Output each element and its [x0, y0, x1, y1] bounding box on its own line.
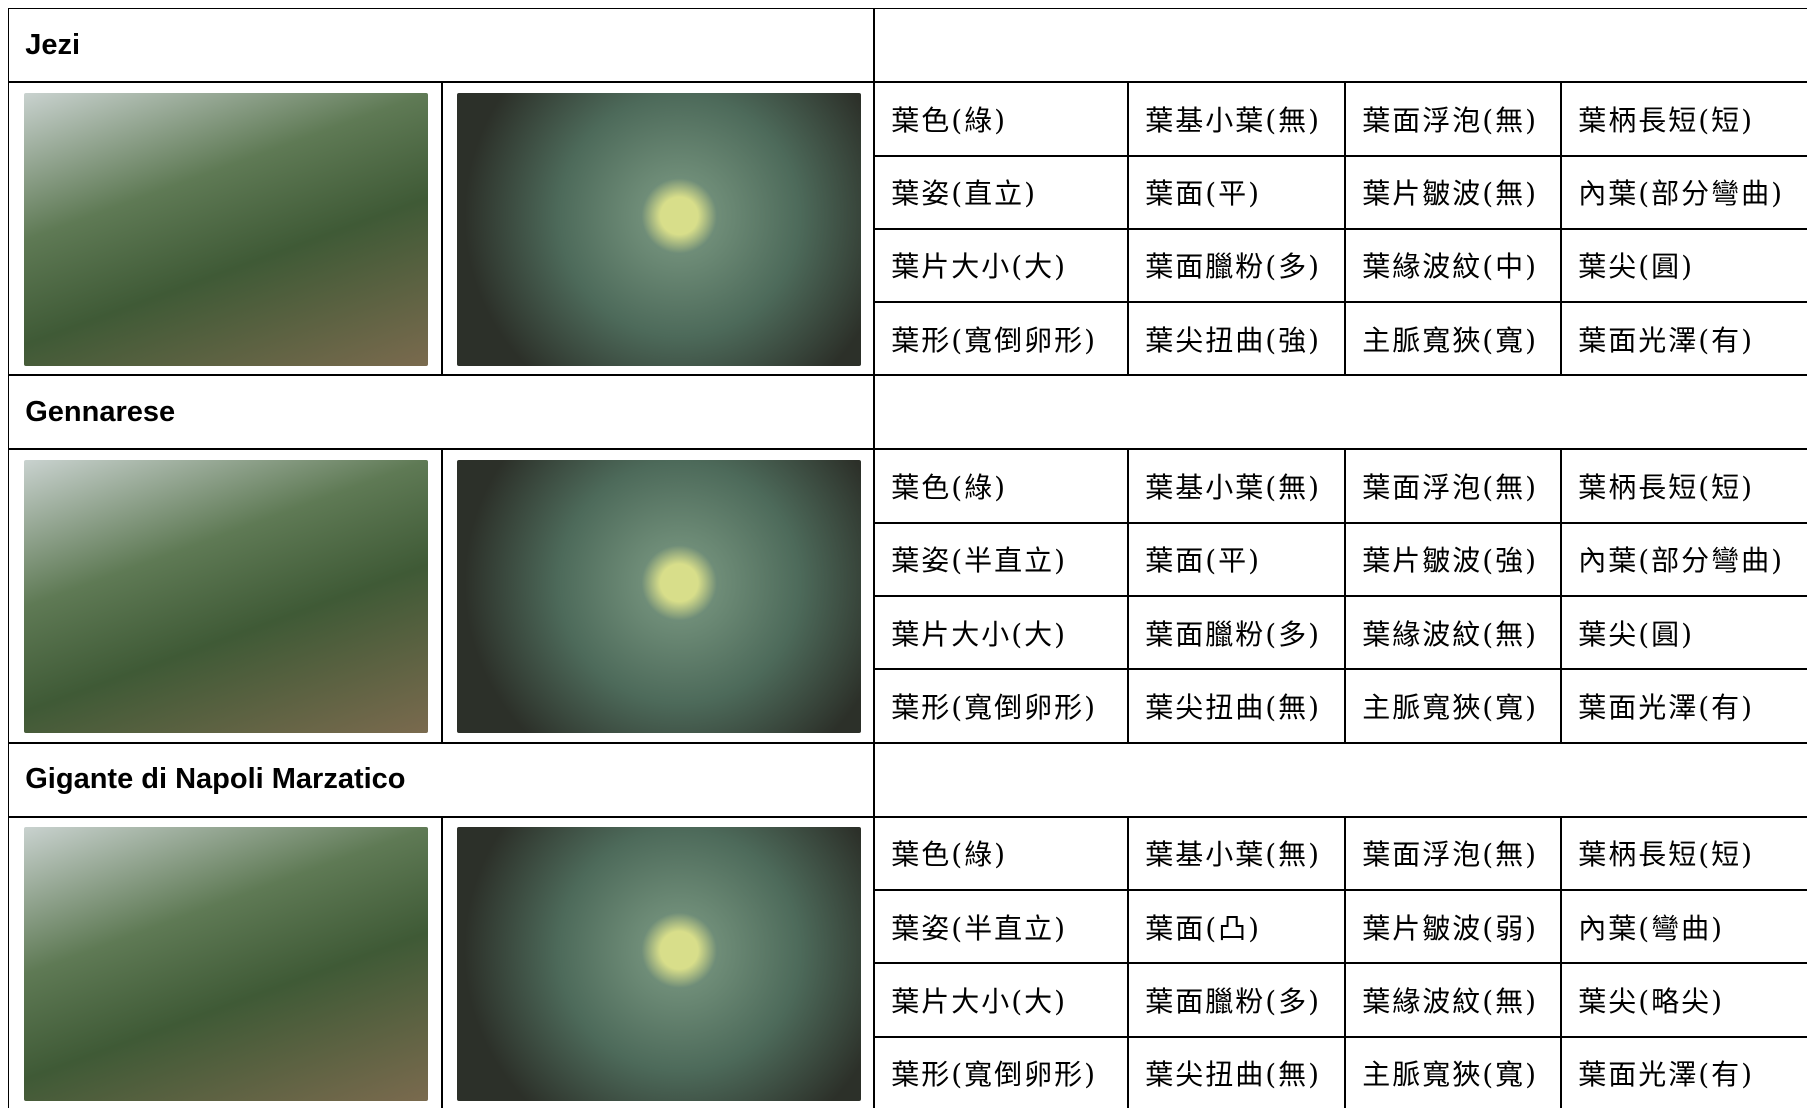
- trait-cell: 葉面光澤(有): [1561, 1036, 1807, 1108]
- trait-cell: 葉尖(略尖): [1561, 963, 1807, 1037]
- variety-name: Gigante di Napoli Marzatico: [8, 742, 875, 817]
- trait-cell: 葉面光澤(有): [1561, 669, 1807, 743]
- photo-cell: [442, 82, 875, 376]
- trait-cell: 葉片皺波(弱): [1345, 889, 1562, 964]
- trait-cell: 主脈寬狹(寬): [1345, 669, 1562, 743]
- trait-cell: 葉尖扭曲(強): [1128, 302, 1346, 376]
- trait-cell: 葉片大小(大): [874, 596, 1129, 670]
- trait-cell: 葉面浮泡(無): [1345, 82, 1562, 156]
- trait-cell: 葉面(凸): [1128, 889, 1346, 964]
- photo-cell: [442, 816, 875, 1108]
- trait-cell: 主脈寬狹(寬): [1345, 302, 1562, 376]
- trait-cell: 葉面浮泡(無): [1345, 449, 1562, 523]
- photo-cell: [8, 449, 443, 743]
- trait-cell: 葉緣波紋(中): [1345, 228, 1562, 303]
- trait-cell: 葉片大小(大): [874, 963, 1129, 1037]
- header-blank: [874, 8, 1807, 83]
- trait-cell: 葉緣波紋(無): [1345, 963, 1562, 1037]
- photo: [457, 827, 861, 1101]
- trait-cell: 葉基小葉(無): [1128, 816, 1346, 890]
- trait-cell: 葉姿(直立): [874, 155, 1129, 229]
- trait-cell: 葉色(綠): [874, 449, 1129, 523]
- trait-cell: 內葉(部分彎曲): [1561, 522, 1807, 597]
- trait-cell: 葉色(綠): [874, 82, 1129, 156]
- photo: [24, 460, 428, 734]
- trait-cell: 葉姿(半直立): [874, 889, 1129, 964]
- photo-cell: [8, 82, 443, 376]
- photo-cell: [442, 449, 875, 743]
- trait-cell: 內葉(彎曲): [1561, 889, 1807, 964]
- variety-name: Gennarese: [8, 375, 875, 450]
- trait-cell: 葉形(寬倒卵形): [874, 669, 1129, 743]
- photo-cell: [8, 816, 443, 1108]
- trait-cell: 葉基小葉(無): [1128, 449, 1346, 523]
- header-blank: [874, 375, 1807, 450]
- trait-cell: 葉緣波紋(無): [1345, 596, 1562, 670]
- photo: [457, 460, 861, 734]
- variety-name: Jezi: [8, 8, 875, 83]
- trait-cell: 主脈寬狹(寬): [1345, 1036, 1562, 1108]
- trait-cell: 葉色(綠): [874, 816, 1129, 890]
- trait-cell: 葉面臘粉(多): [1128, 596, 1346, 670]
- trait-cell: 葉姿(半直立): [874, 522, 1129, 597]
- trait-cell: 內葉(部分彎曲): [1561, 155, 1807, 229]
- trait-cell: 葉面光澤(有): [1561, 302, 1807, 376]
- trait-cell: 葉面(平): [1128, 522, 1346, 597]
- trait-cell: 葉面臘粉(多): [1128, 963, 1346, 1037]
- photo: [24, 827, 428, 1101]
- trait-cell: 葉尖(圓): [1561, 596, 1807, 670]
- trait-cell: 葉形(寬倒卵形): [874, 302, 1129, 376]
- trait-cell: 葉柄長短(短): [1561, 449, 1807, 523]
- trait-cell: 葉面浮泡(無): [1345, 816, 1562, 890]
- photo: [457, 93, 861, 367]
- trait-cell: 葉尖扭曲(無): [1128, 1036, 1346, 1108]
- trait-cell: 葉基小葉(無): [1128, 82, 1346, 156]
- header-blank: [874, 742, 1807, 817]
- photo: [24, 93, 428, 367]
- trait-cell: 葉柄長短(短): [1561, 816, 1807, 890]
- trait-cell: 葉柄長短(短): [1561, 82, 1807, 156]
- trait-cell: 葉尖(圓): [1561, 228, 1807, 303]
- trait-cell: 葉尖扭曲(無): [1128, 669, 1346, 743]
- trait-cell: 葉片大小(大): [874, 228, 1129, 303]
- trait-cell: 葉形(寬倒卵形): [874, 1036, 1129, 1108]
- trait-cell: 葉面(平): [1128, 155, 1346, 229]
- trait-cell: 葉面臘粉(多): [1128, 228, 1346, 303]
- trait-cell: 葉片皺波(強): [1345, 522, 1562, 597]
- trait-cell: 葉片皺波(無): [1345, 155, 1562, 229]
